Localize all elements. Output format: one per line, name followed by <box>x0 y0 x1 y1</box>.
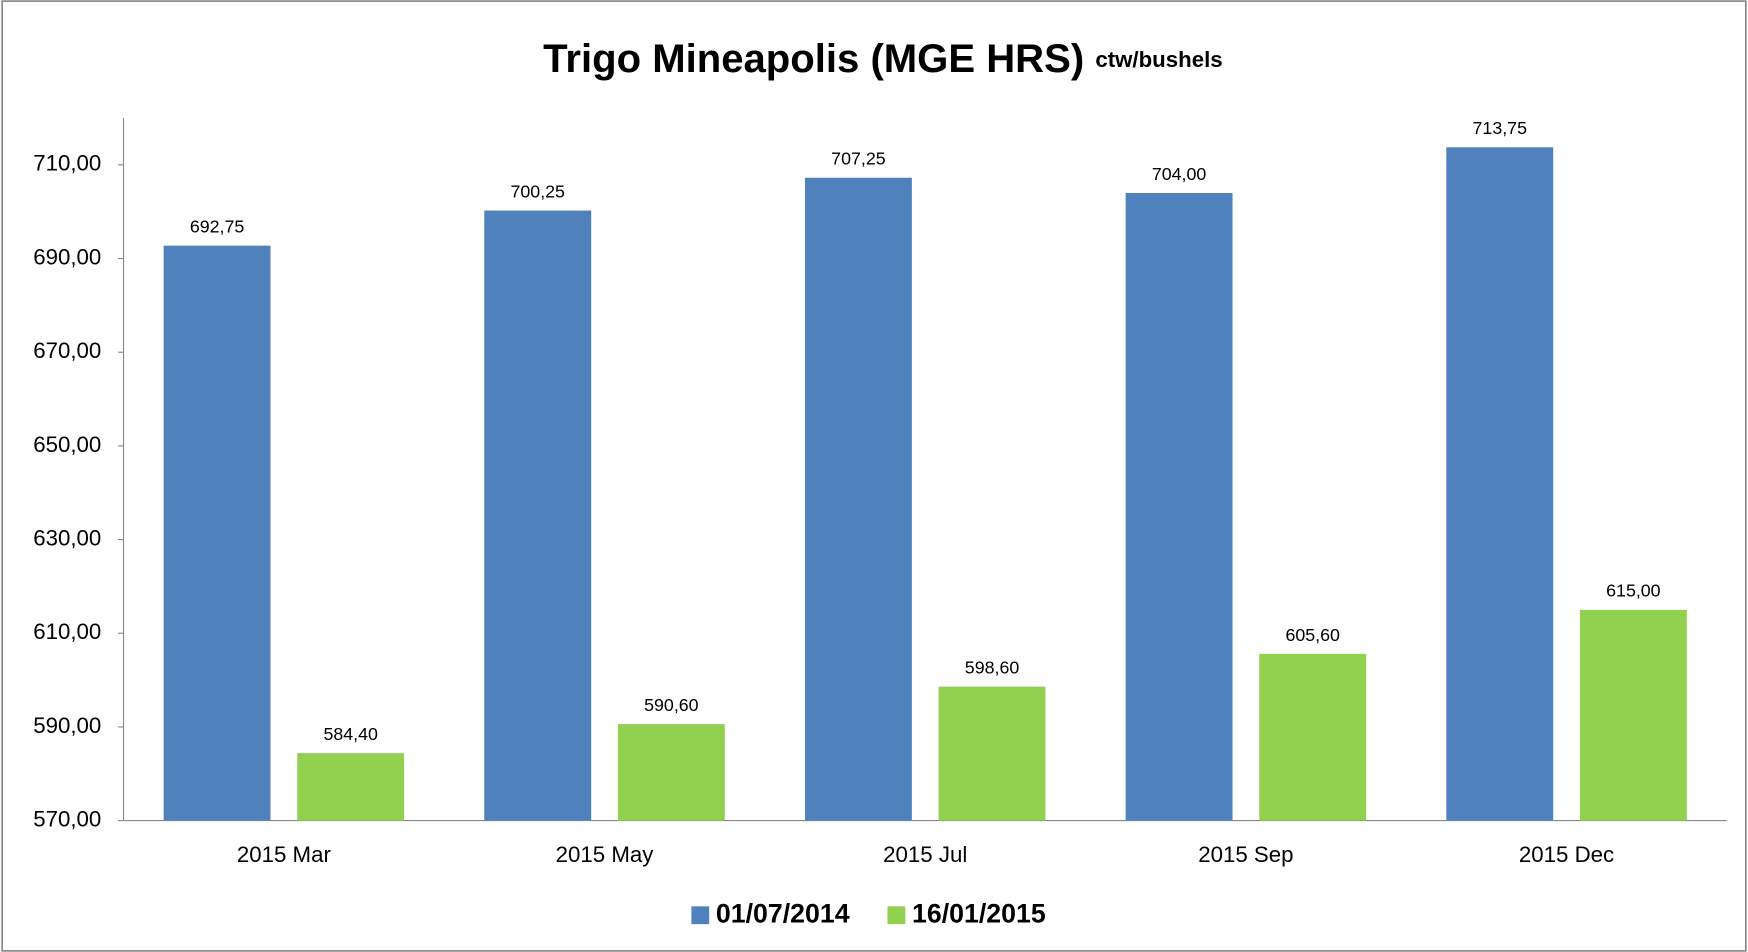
y-tick-label: 690,00 <box>33 244 101 269</box>
bar <box>484 210 592 821</box>
y-tick-label: 570,00 <box>33 806 101 831</box>
data-label: 615,00 <box>1606 581 1661 601</box>
legend-label: 01/07/2014 <box>716 898 850 928</box>
bar <box>617 724 725 821</box>
bar <box>1446 147 1554 821</box>
data-label: 584,40 <box>323 724 378 744</box>
data-label: 598,60 <box>965 658 1020 678</box>
bar <box>163 245 271 821</box>
data-label: 707,25 <box>831 149 886 169</box>
bar <box>804 177 912 821</box>
x-tick-label: 2015 Mar <box>237 842 332 867</box>
bar <box>1259 653 1367 821</box>
chart-subtitle: ctw/bushels <box>1095 47 1222 72</box>
y-tick-label: 710,00 <box>33 151 101 176</box>
x-tick-label: 2015 Dec <box>1519 842 1614 867</box>
bar <box>297 753 405 821</box>
data-label: 590,60 <box>644 695 699 715</box>
data-label: 692,75 <box>190 217 245 237</box>
y-tick-label: 590,00 <box>33 713 101 738</box>
x-tick-label: 2015 May <box>556 842 655 867</box>
x-tick-label: 2015 Sep <box>1198 842 1293 867</box>
y-tick-label: 610,00 <box>33 619 101 644</box>
data-label: 704,00 <box>1152 164 1207 184</box>
legend-swatch <box>887 906 906 925</box>
y-tick-label: 650,00 <box>33 432 101 457</box>
data-label: 713,75 <box>1473 118 1528 138</box>
legend-swatch <box>691 906 710 925</box>
data-label: 700,25 <box>511 181 566 201</box>
chart-title: Trigo Mineapolis (MGE HRS) <box>543 37 1084 81</box>
bar <box>938 686 1046 821</box>
x-tick-label: 2015 Jul <box>883 842 967 867</box>
y-tick-label: 670,00 <box>33 338 101 363</box>
y-tick-label: 630,00 <box>33 525 101 550</box>
legend-label: 16/01/2015 <box>912 898 1046 928</box>
chart-heading: Trigo Mineapolis (MGE HRS) ctw/bushels <box>543 37 1223 81</box>
data-label: 605,60 <box>1285 625 1340 645</box>
bar <box>1579 609 1687 821</box>
bar <box>1125 192 1233 821</box>
